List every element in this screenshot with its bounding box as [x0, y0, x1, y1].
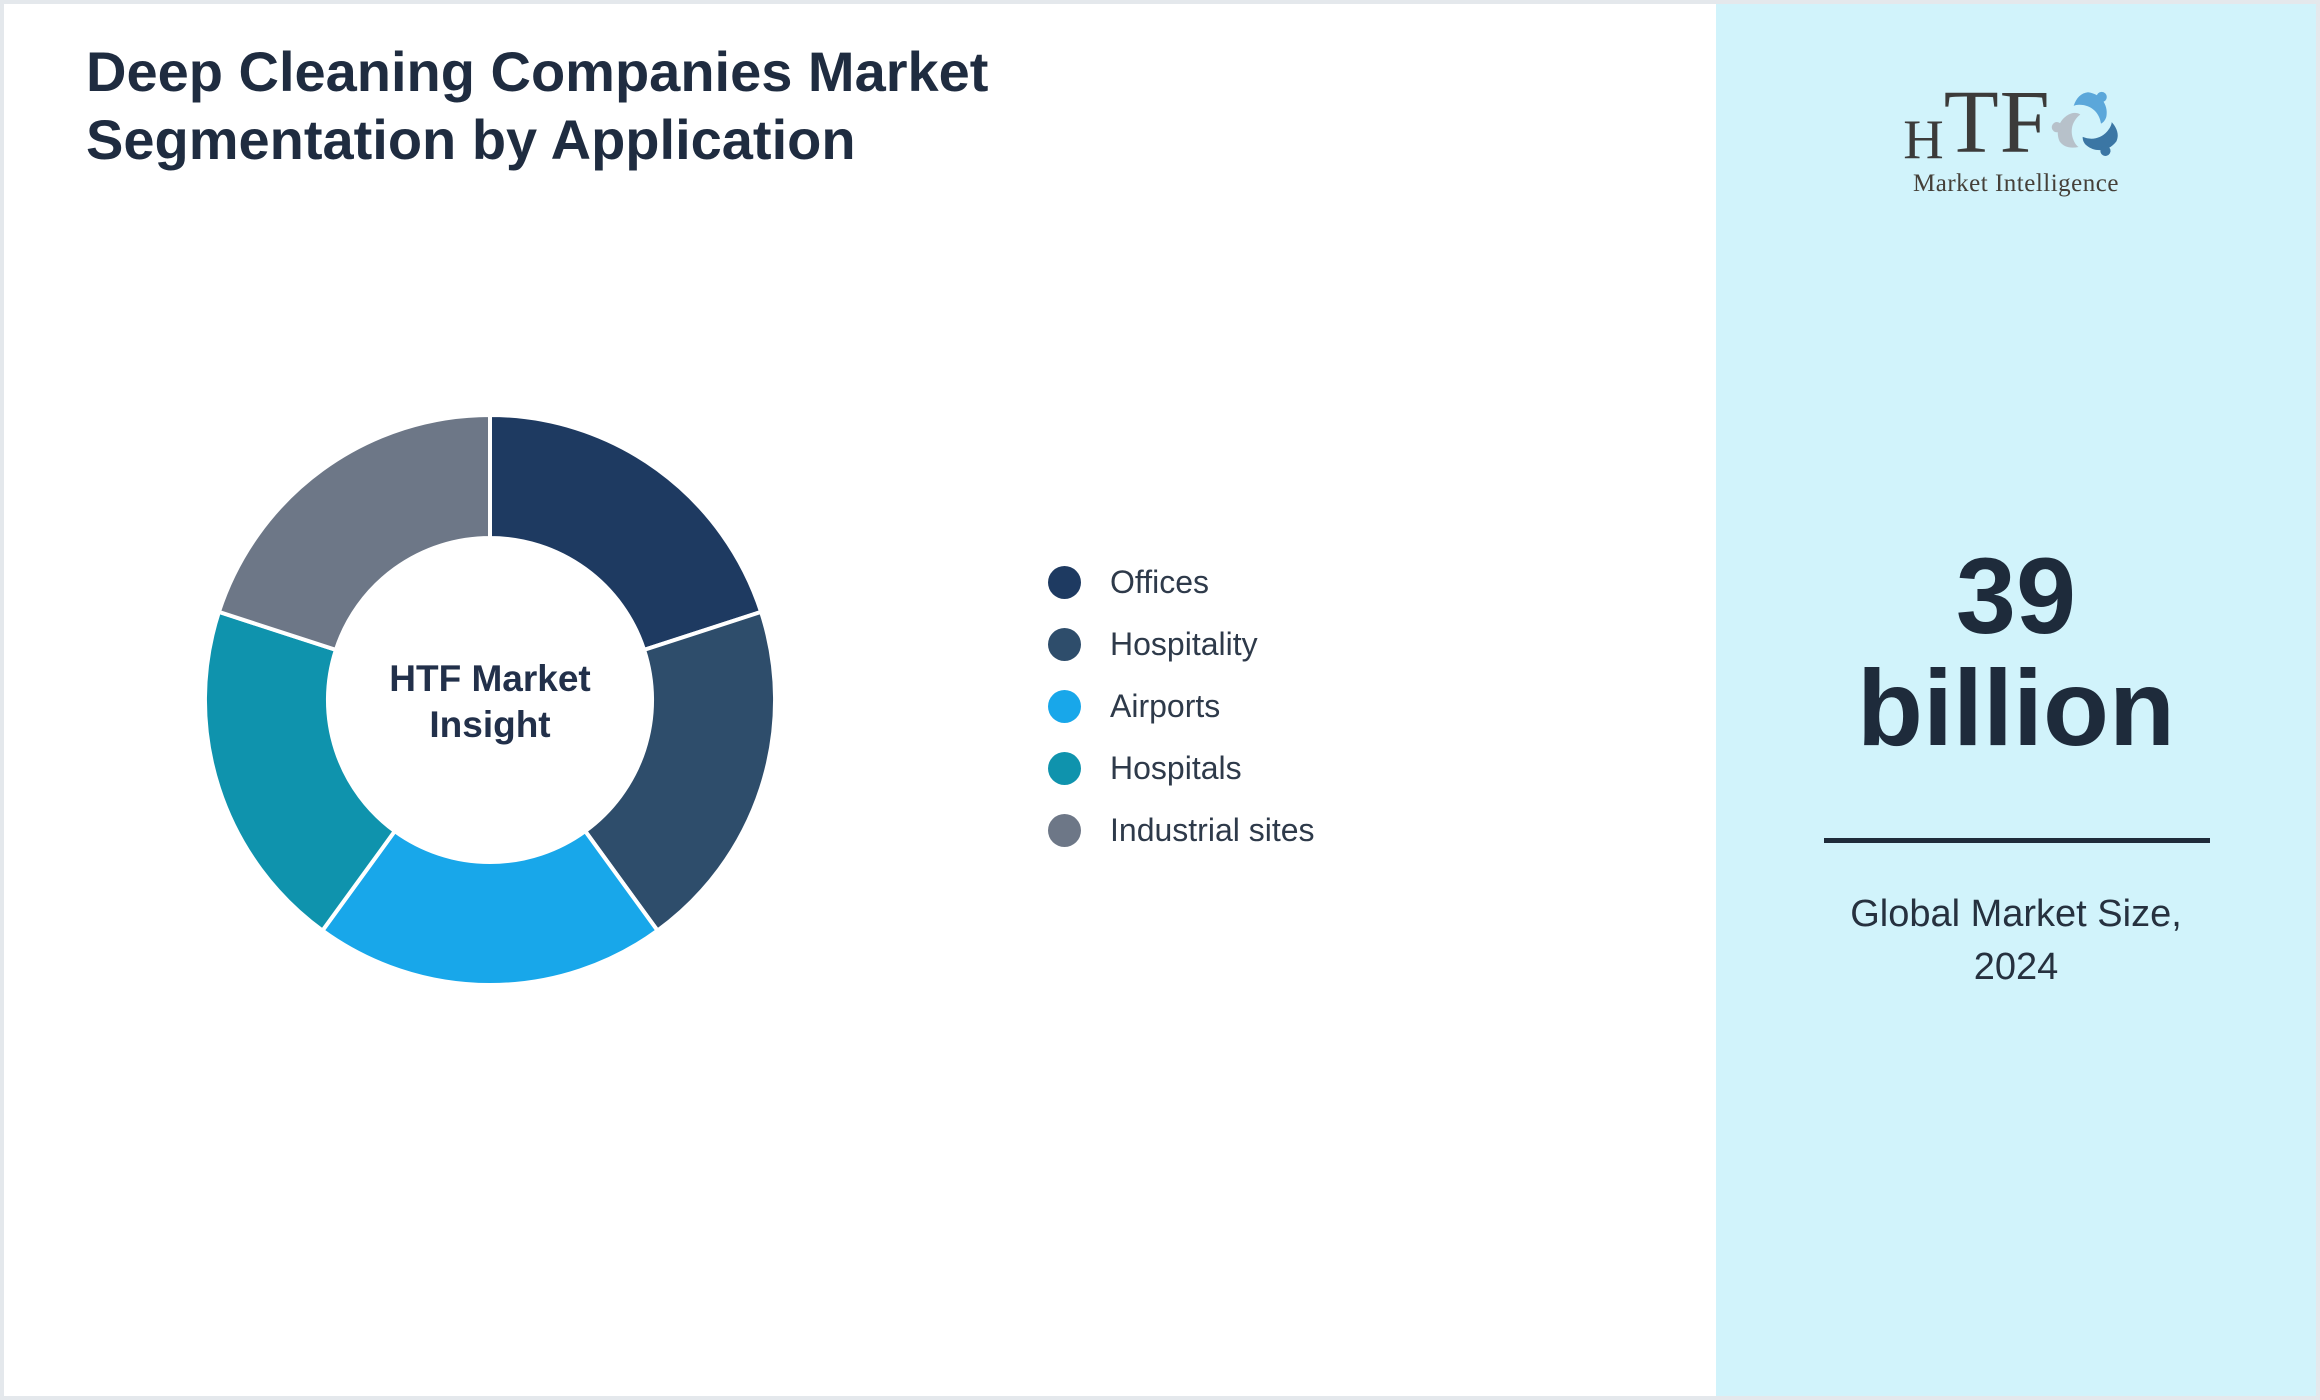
legend-item-hospitality[interactable]: Hospitality — [1048, 626, 1315, 662]
legend-item-industrial-sites[interactable]: Industrial sites — [1048, 812, 1315, 848]
brand-logo: H TF Market Intelligence — [1716, 78, 2316, 198]
logo-text-h: H — [1903, 109, 1944, 171]
industrial-sites-swatch-icon — [1048, 814, 1081, 847]
donut-center-label: HTF Market Insight — [296, 656, 684, 749]
legend-label-hospitality: Hospitality — [1110, 626, 1258, 662]
page-title-line1: Deep Cleaning Companies Market — [86, 40, 989, 103]
brand-logo-row: H TF — [1716, 78, 2316, 168]
legend-label-offices: Offices — [1110, 564, 1209, 600]
logo-subtext: Market Intelligence — [1913, 170, 2119, 197]
legend-item-hospitals[interactable]: Hospitals — [1048, 750, 1315, 786]
market-size-caption: Global Market Size, 2024 — [1716, 888, 2316, 994]
market-size-value: 39 billion — [1716, 535, 2316, 769]
divider-line — [1824, 838, 2210, 843]
legend-label-hospitals: Hospitals — [1110, 750, 1242, 786]
donut-slice-hospitals[interactable] — [203, 609, 397, 933]
offices-swatch-icon — [1048, 566, 1081, 599]
donut-chart-container — [200, 410, 780, 990]
caption-line1: Global Market Size, — [1850, 893, 2182, 935]
caption-line2: 2024 — [1973, 946, 2059, 989]
logo-text-tf: TF — [1943, 73, 2051, 172]
hospitality-swatch-icon — [1048, 628, 1081, 661]
donut-slice-airports[interactable] — [320, 829, 660, 988]
donut-slice-industrial-sites[interactable] — [216, 413, 492, 652]
donut-slice-offices[interactable] — [488, 413, 764, 652]
legend-item-offices[interactable]: Offices — [1048, 564, 1315, 600]
market-size-unit: billion — [1857, 647, 2175, 769]
legend-item-airports[interactable]: Airports — [1048, 688, 1315, 724]
donut-slice-hospitality[interactable] — [583, 609, 777, 933]
page-title: Deep Cleaning Companies Market Segmentat… — [86, 38, 1186, 175]
page-title-line2: Segmentation by Application — [86, 108, 856, 172]
donut-center-line2: Insight — [429, 704, 551, 746]
legend-label-industrial-sites: Industrial sites — [1110, 812, 1315, 848]
donut-center-line1: HTF Market — [389, 658, 591, 699]
hospitals-swatch-icon — [1048, 752, 1081, 785]
htf-swirl-logo-icon — [2051, 91, 2118, 156]
legend: Offices Hospitality Airports Hospitals Indus… — [1048, 564, 1315, 876]
market-size-number: 39 — [1955, 535, 2077, 656]
airports-swatch-icon — [1048, 690, 1081, 723]
legend-label-airports: Airports — [1110, 688, 1221, 724]
donut-chart — [203, 413, 777, 988]
sidebar: H TF Market Intelligence — [1716, 4, 2316, 1396]
